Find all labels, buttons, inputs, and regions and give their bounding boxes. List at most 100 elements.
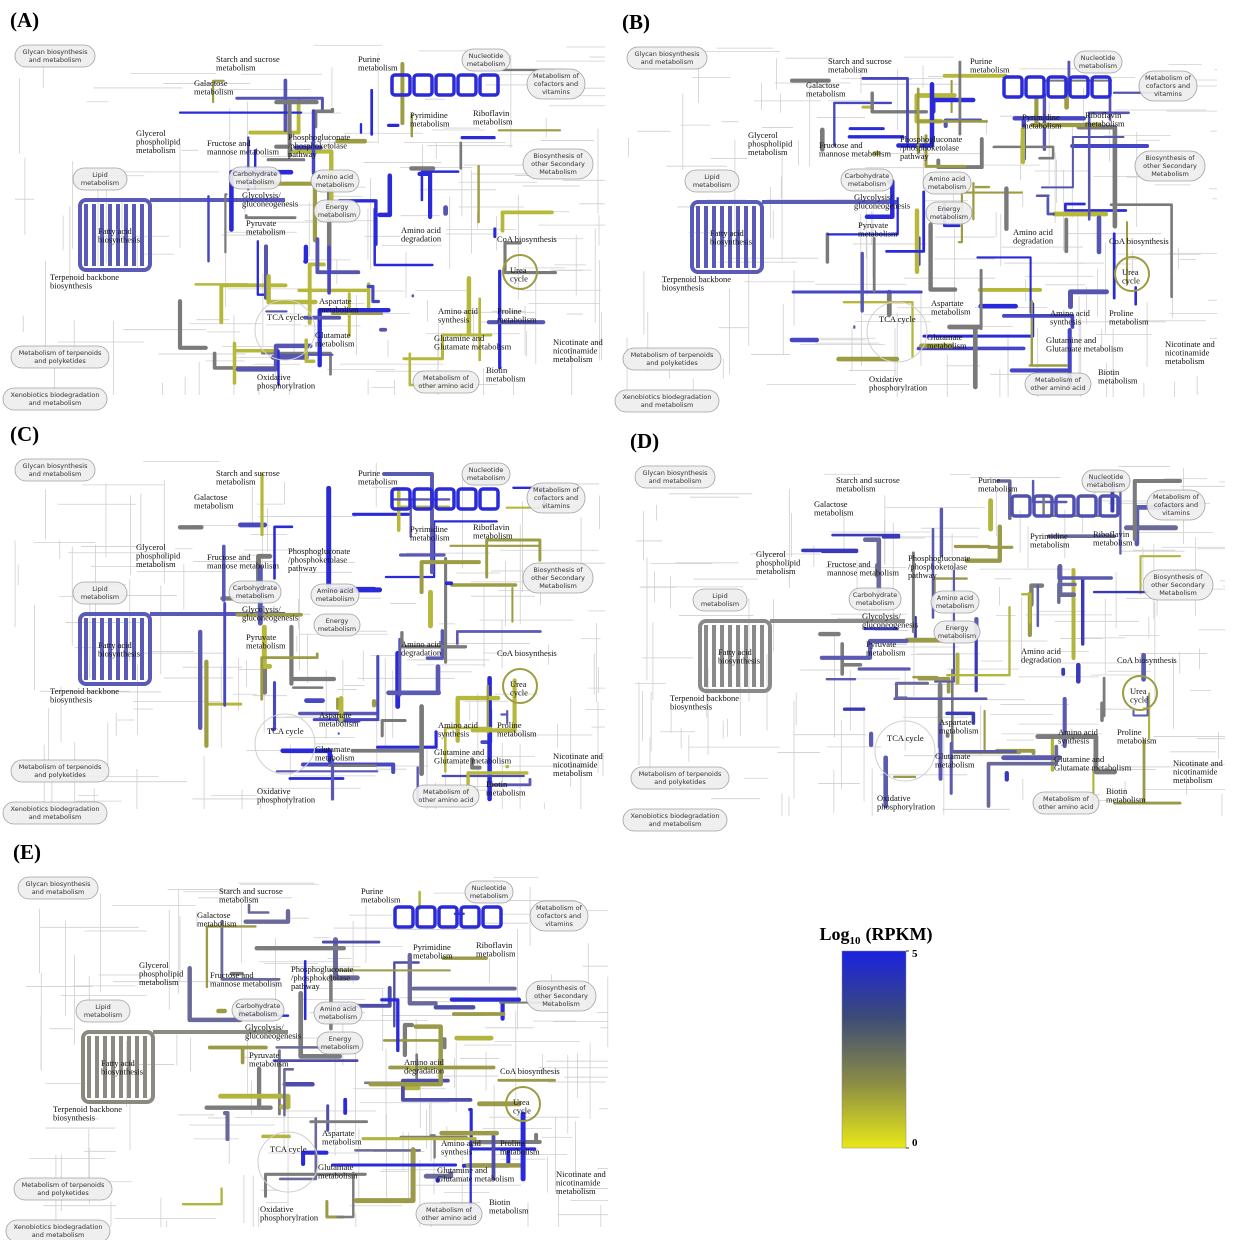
- pathway-label: metabolism: [1117, 736, 1157, 746]
- pathway-label: metabolism: [413, 951, 453, 961]
- group-label: metabolism: [930, 213, 968, 221]
- group-label: Metabolism: [1159, 589, 1197, 597]
- colorbar-tick-label: 0: [912, 1137, 918, 1149]
- group-label: metabolism: [84, 1011, 122, 1019]
- pathway-label: metabolism: [194, 87, 234, 97]
- group-label: other amino acid: [418, 382, 473, 390]
- pathway: [249, 905, 268, 913]
- pathway: [1071, 292, 1107, 307]
- panel-letter: (A): [10, 8, 39, 32]
- pathway-label: TCA cycle: [267, 726, 304, 736]
- pathway-label: metabolism: [315, 339, 355, 349]
- figure: (A)Glycan biosynthesisand metabolismNucl…: [0, 0, 1237, 1240]
- pathway-label: Glutamate metabolism: [434, 342, 512, 352]
- pathway-label: metabolism: [473, 117, 513, 127]
- group-label: Lipid: [92, 171, 108, 179]
- group-label: other amino acid: [1038, 803, 1093, 811]
- pathway-label: synthesis: [438, 729, 469, 739]
- nucleotide-cycle: [1012, 496, 1030, 516]
- pathway: [225, 1113, 228, 1139]
- pathway-label: metabolism: [322, 1137, 362, 1147]
- panel-letter: (C): [10, 422, 39, 446]
- pathway-label: metabolism: [1093, 538, 1133, 548]
- nucleotide-cycle: [483, 907, 501, 927]
- group-label: Carbohydrate: [233, 170, 278, 178]
- pathway-label: metabolism: [358, 477, 398, 487]
- pathway: [317, 239, 358, 272]
- group-label: Metabolism of terpenoids: [19, 349, 102, 357]
- pathway-label: metabolism: [756, 566, 796, 576]
- group-label: vitamins: [545, 920, 573, 928]
- group-label: and polyketides: [654, 778, 706, 786]
- pathway-label: metabolism: [476, 949, 516, 959]
- group-label: metabolism: [319, 1013, 357, 1021]
- pathway-label: gluconeogenesis: [242, 613, 298, 623]
- pathway-label: biosynthesis: [718, 656, 760, 666]
- pathway-label: metabolism: [136, 559, 176, 569]
- pathway-label: metabolism: [970, 65, 1010, 75]
- pathway-label: biosynthesis: [710, 237, 752, 247]
- pathway: [967, 527, 1000, 561]
- group-label: metabolism: [467, 60, 505, 68]
- group-label: Carbohydrate: [853, 591, 898, 599]
- group-label: Nucleotide: [1089, 473, 1124, 481]
- pathway-label: metabolism: [806, 89, 846, 99]
- pathway-label: cycle: [1122, 276, 1140, 286]
- pathway-label: gluconeogenesis: [862, 620, 918, 630]
- pathway-label: biosynthesis: [50, 281, 92, 291]
- pathway: [329, 488, 380, 590]
- pathway: [933, 100, 973, 112]
- group-label: Amino acid: [317, 587, 353, 595]
- nucleotide-cycle: [480, 489, 498, 509]
- group-label: Metabolism of: [533, 486, 580, 494]
- group-label: metabolism: [467, 474, 505, 482]
- pathway-label: degradation: [404, 1066, 445, 1076]
- pathway-label: mannose metabolism: [207, 147, 279, 157]
- group-label: other Secondary: [531, 574, 585, 582]
- pathway-label: metabolism: [931, 307, 971, 317]
- pathway-label: biosynthesis: [98, 235, 140, 245]
- pathway: [1022, 594, 1030, 622]
- pathway-label: metabolism: [315, 753, 355, 763]
- pathway-label: pathway: [288, 563, 318, 573]
- pathway: [844, 302, 913, 357]
- pathway-label: mannose metabolism: [819, 149, 891, 159]
- group-label: metabolism: [236, 178, 274, 186]
- group-label: other Secondary: [534, 992, 588, 1000]
- pathway-label: metabolism: [978, 484, 1018, 494]
- group-label: metabolism: [938, 632, 976, 640]
- pathway-label: cycle: [510, 274, 528, 284]
- pathway: [273, 683, 275, 730]
- pathway-label: metabolism: [1106, 795, 1146, 805]
- group-label: metabolism: [236, 592, 274, 600]
- group-label: metabolism: [848, 180, 886, 188]
- pathway-label: metabolism: [219, 895, 259, 905]
- pathway-label: synthesis: [1058, 736, 1089, 746]
- nucleotide-cycle: [458, 489, 476, 509]
- pathway-label: CoA biosynthesis: [500, 1066, 560, 1076]
- group-label: Amino acid: [929, 175, 965, 183]
- pathway: [380, 176, 390, 215]
- group-label: and metabolism: [649, 477, 702, 485]
- pathway-label: pathway: [291, 981, 321, 991]
- group-label: Glycan biosynthesis: [643, 469, 709, 477]
- pathway-label: metabolism: [216, 477, 256, 487]
- group-label: other amino acid: [421, 1214, 476, 1222]
- group-label: Nucleotide: [472, 884, 507, 892]
- pathway: [931, 225, 956, 290]
- pathway-map-panel: (E)Glycan biosynthesisand metabolismNucl…: [6, 840, 608, 1240]
- pathway-label: biosynthesis: [662, 283, 704, 293]
- pathway-label: biosynthesis: [98, 649, 140, 659]
- group-label: metabolism: [701, 600, 739, 608]
- group-label: Amino acid: [320, 1005, 356, 1013]
- group-label: other amino acid: [1030, 384, 1085, 392]
- group-label: Glycan biosynthesis: [635, 50, 701, 58]
- group-label: Energy: [946, 624, 969, 632]
- group-label: Metabolism of: [1153, 493, 1200, 501]
- pathway-label: metabolism: [1098, 376, 1138, 386]
- group-label: Metabolism: [1151, 170, 1189, 178]
- pathway-label: metabolism: [866, 648, 906, 658]
- group-label: Metabolism of terpenoids: [22, 1181, 105, 1189]
- group-label: Metabolism of: [423, 788, 470, 796]
